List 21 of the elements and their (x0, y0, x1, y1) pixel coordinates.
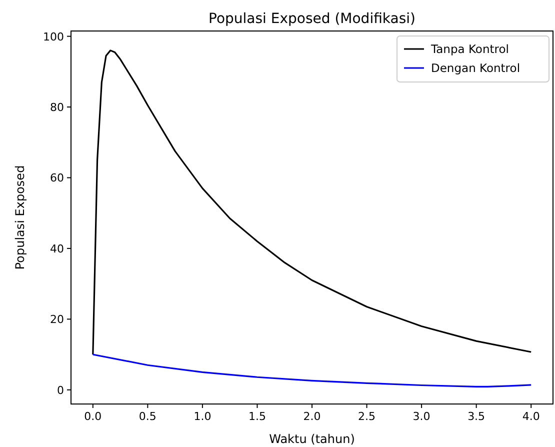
y-tick-label: 100 (43, 30, 64, 44)
x-tick-label: 2.5 (358, 410, 376, 423)
y-tick-label: 0 (57, 384, 64, 397)
x-tick-label: 0.0 (84, 410, 102, 423)
y-tick-label: 60 (50, 172, 64, 185)
line-series (92, 354, 532, 388)
x-axis-title: Waktu (tahun) (269, 432, 355, 446)
y-tick-label: 40 (50, 242, 64, 256)
legend-label: Tanpa Kontrol (430, 42, 509, 56)
x-tick-label: 4.0 (522, 410, 540, 423)
chart-title: Populasi Exposed (Modifikasi) (208, 11, 416, 27)
x-tick-label: 1.0 (194, 410, 212, 423)
x-tick-label: 3.5 (468, 410, 486, 423)
x-tick-label: 3.0 (412, 410, 430, 423)
y-axis-title: Populasi Exposed (13, 165, 27, 270)
y-tick-label: 20 (50, 313, 64, 326)
legend-label: Dengan Kontrol (431, 61, 520, 75)
x-tick-label: 0.5 (138, 410, 156, 423)
x-tick-label: 1.5 (248, 410, 266, 423)
x-tick-label: 2.0 (303, 410, 321, 423)
y-tick-label: 80 (50, 101, 64, 114)
